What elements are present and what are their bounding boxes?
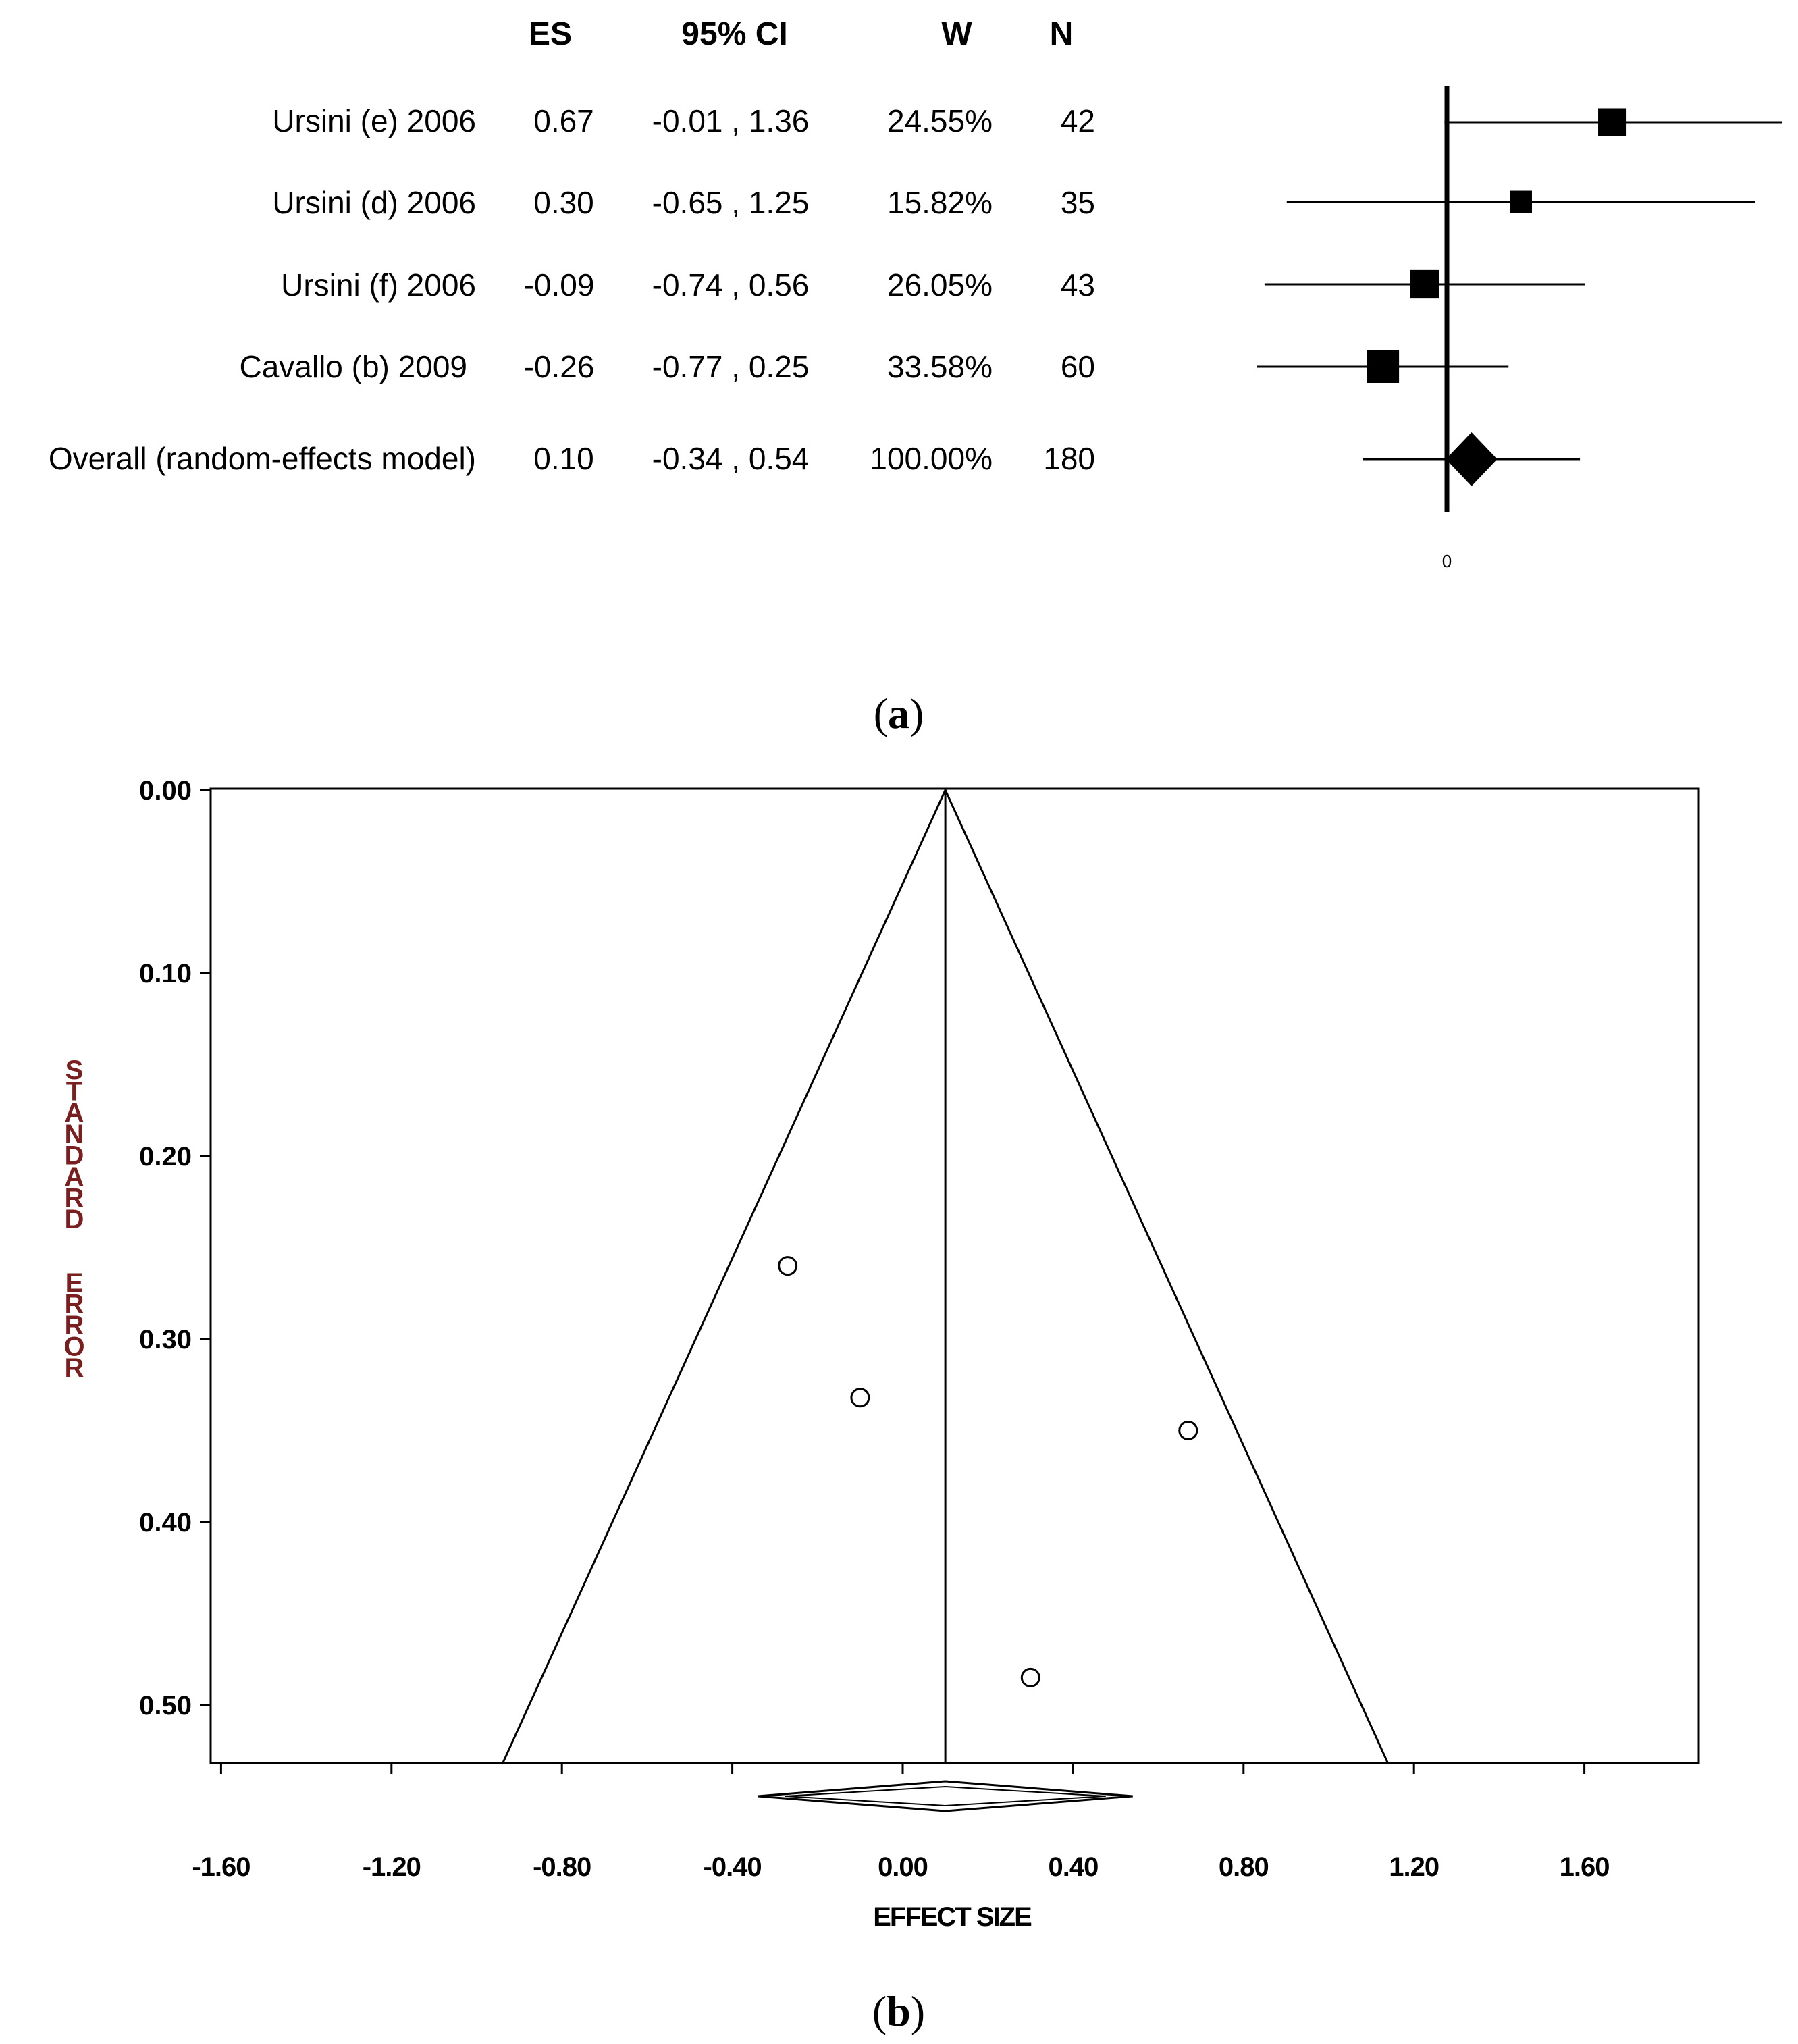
funnel-x-axis: -1.60 -1.20 -0.80 -0.40 0.00 0.40 0.80 1.20 1.60 bbox=[192, 1763, 1610, 1882]
panel-a-label-close: ) bbox=[909, 689, 924, 737]
funnel-y-axis-label-letter: E bbox=[65, 1268, 84, 1298]
forest-plot-panel: ES 95% CI W N Ursini (e) 2006 0.67 -0.01… bbox=[49, 16, 1782, 737]
funnel-study-point bbox=[1178, 1421, 1198, 1440]
funnel-marks bbox=[502, 787, 1389, 1812]
funnel-y-axis-label-letter: T bbox=[66, 1077, 82, 1107]
funnel-pooled-diamond-inner bbox=[785, 1785, 1106, 1807]
study-ci: -0.01 , 1.36 bbox=[652, 103, 810, 138]
study-name: Ursini (f) 2006 bbox=[281, 267, 476, 303]
funnel-plot-frame bbox=[209, 787, 1700, 1764]
study-es: 0.67 bbox=[533, 103, 594, 138]
study-name: Cavallo (b) 2009 bbox=[239, 349, 467, 384]
overall-name: Overall (random-effects model) bbox=[49, 441, 476, 476]
header-w: W bbox=[941, 16, 972, 52]
funnel-y-tick-label: 0.20 bbox=[139, 1142, 192, 1172]
funnel-y-axis-label-letter: R bbox=[65, 1289, 84, 1319]
study-name: Ursini (d) 2006 bbox=[272, 185, 476, 220]
study-weight: 26.05% bbox=[887, 267, 993, 303]
funnel-y-axis-label-letter: R bbox=[65, 1311, 84, 1340]
study-weight: 15.82% bbox=[887, 185, 993, 220]
funnel-study-point bbox=[1020, 1667, 1040, 1687]
panel-b-label-open: ( bbox=[872, 1987, 887, 2035]
forest-effect-square bbox=[1598, 108, 1627, 136]
forest-zero-label: 0 bbox=[1442, 551, 1452, 571]
header-ci: 95% CI bbox=[681, 16, 787, 52]
overall-n: 180 bbox=[1043, 441, 1095, 476]
study-weight: 24.55% bbox=[887, 103, 993, 138]
study-ci: -0.77 , 0.25 bbox=[652, 349, 810, 384]
funnel-y-axis-label-letter: A bbox=[65, 1098, 84, 1128]
forest-overall-diamond bbox=[1446, 432, 1498, 486]
funnel-x-tick-label: 0.80 bbox=[1219, 1852, 1269, 1882]
funnel-y-tick-label: 0.10 bbox=[139, 959, 192, 989]
study-n: 35 bbox=[1061, 185, 1095, 220]
funnel-y-tick-label: 0.40 bbox=[139, 1508, 192, 1538]
funnel-y-tick-label: 0.30 bbox=[139, 1325, 192, 1355]
funnel-y-tick-label: 0.50 bbox=[139, 1691, 192, 1721]
funnel-y-axis-label-letter: A bbox=[65, 1162, 84, 1192]
panel-b-label-close: ) bbox=[911, 1987, 925, 2035]
study-name: Ursini (e) 2006 bbox=[272, 103, 476, 138]
funnel-x-tick-label: 1.60 bbox=[1560, 1852, 1610, 1882]
study-es: 0.30 bbox=[533, 185, 594, 220]
study-es: -0.26 bbox=[524, 349, 595, 384]
funnel-x-tick-label: -0.80 bbox=[533, 1852, 591, 1882]
forest-effect-square bbox=[1510, 190, 1532, 213]
funnel-x-tick-label: 1.20 bbox=[1389, 1852, 1439, 1882]
forest-effect-square bbox=[1367, 350, 1400, 383]
funnel-x-tick-label: 0.00 bbox=[878, 1852, 928, 1882]
funnel-study-point bbox=[850, 1388, 870, 1408]
forest-marks bbox=[1257, 86, 1782, 512]
funnel-x-axis-label: EFFECT SIZE bbox=[873, 1902, 1032, 1932]
funnel-x-tick-label: -1.60 bbox=[192, 1852, 250, 1882]
funnel-plot-panel: -1.60 -1.20 -0.80 -0.40 0.00 0.40 0.80 1.20 1.60… bbox=[63, 776, 1700, 2035]
panel-b-label: (b) bbox=[872, 1987, 925, 2035]
study-n: 60 bbox=[1061, 349, 1095, 384]
funnel-y-axis-label-letter: R bbox=[65, 1353, 84, 1383]
funnel-x-tick-label: -0.40 bbox=[704, 1852, 762, 1882]
funnel-y-axis: 0.00 0.10 0.20 0.30 0.40 0.50 bbox=[139, 776, 211, 1721]
panel-a-label-open: ( bbox=[874, 689, 888, 737]
panel-a-label: (a) bbox=[874, 689, 924, 737]
funnel-y-axis-label-letter: R bbox=[65, 1184, 84, 1213]
study-es: -0.09 bbox=[524, 267, 595, 303]
study-ci: -0.74 , 0.56 bbox=[652, 267, 810, 303]
study-ci: -0.65 , 1.25 bbox=[652, 185, 810, 220]
study-n: 42 bbox=[1061, 103, 1095, 138]
funnel-pooled-diamond bbox=[758, 1780, 1133, 1812]
overall-es: 0.10 bbox=[533, 441, 594, 476]
funnel-y-axis-label-letter: D bbox=[65, 1205, 84, 1234]
funnel-y-axis-label-letter: D bbox=[65, 1141, 84, 1170]
funnel-x-tick-label: 0.40 bbox=[1048, 1852, 1098, 1882]
funnel-y-axis-label-letter: O bbox=[63, 1332, 84, 1362]
forest-effect-square bbox=[1410, 269, 1439, 299]
funnel-x-tick-label: -1.20 bbox=[363, 1852, 421, 1882]
funnel-y-axis-label-letter: N bbox=[65, 1120, 84, 1149]
panel-a-label-letter: a bbox=[888, 689, 909, 737]
study-weight: 33.58% bbox=[887, 349, 993, 384]
study-n: 43 bbox=[1061, 267, 1095, 303]
panel-b-label-letter: b bbox=[887, 1987, 911, 2035]
overall-weight: 100.00% bbox=[870, 441, 993, 476]
funnel-study-point bbox=[778, 1256, 798, 1276]
funnel-y-axis-label-letter: S bbox=[65, 1055, 84, 1085]
funnel-y-tick-label: 0.00 bbox=[139, 776, 192, 806]
overall-ci: -0.34 , 0.54 bbox=[652, 441, 810, 476]
header-n: N bbox=[1050, 16, 1074, 52]
header-es: ES bbox=[529, 16, 572, 52]
